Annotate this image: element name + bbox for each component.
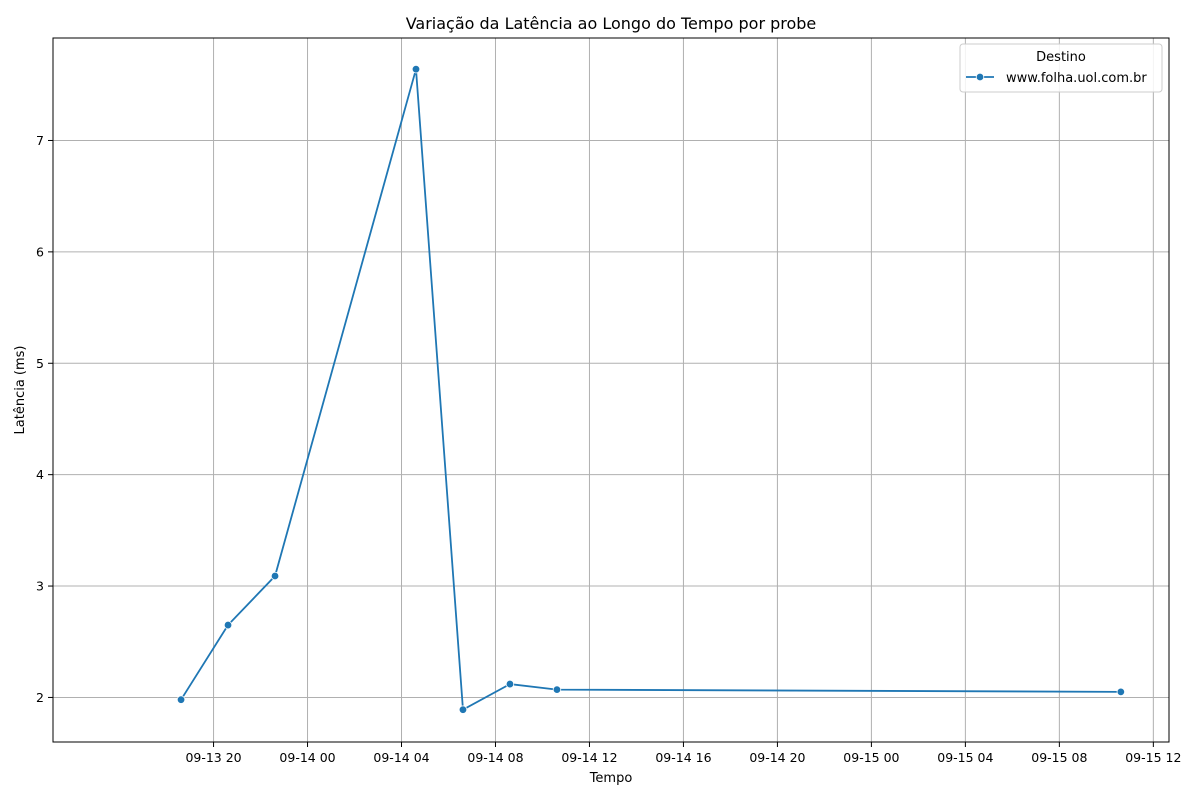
data-point [411, 64, 421, 74]
x-tick-label: 09-14 08 [467, 750, 523, 765]
y-axis-label: Latência (ms) [13, 346, 28, 435]
data-point [505, 679, 515, 689]
chart-title: Variação da Latência ao Longo do Tempo p… [406, 14, 817, 33]
y-tick-label: 6 [36, 244, 44, 259]
x-tick-label: 09-15 00 [843, 750, 899, 765]
x-tick-label: 09-14 20 [749, 750, 805, 765]
axis-ticks: 09-13 20 09-14 00 09-14 04 09-14 08 09-14 12… [36, 133, 1181, 765]
legend-entry-label: www.folha.uol.com.br [1006, 71, 1147, 86]
x-tick-label: 09-14 00 [279, 750, 335, 765]
x-tick-label: 09-14 12 [561, 750, 617, 765]
y-tick-label: 4 [36, 467, 44, 482]
data-point [1116, 687, 1126, 697]
x-tick-label: 09-14 04 [373, 750, 429, 765]
legend-marker-swatch [975, 72, 985, 82]
data-point [552, 685, 562, 694]
data-point [458, 705, 468, 714]
data-point [223, 620, 233, 630]
x-axis-label: Tempo [589, 771, 633, 786]
y-tick-label: 3 [36, 579, 44, 594]
legend-title: Destino [1036, 50, 1086, 65]
y-tick-label: 5 [36, 356, 44, 371]
data-point [176, 695, 186, 704]
x-tick-label: 09-15 12 [1125, 750, 1181, 765]
plot-area-frame [52, 37, 1170, 743]
legend: Destino www.folha.uol.com.br [959, 43, 1163, 93]
x-tick-label: 09-14 16 [655, 750, 711, 765]
legend-box [959, 43, 1163, 93]
x-tick-label: 09-15 08 [1031, 750, 1087, 765]
series-line [180, 68, 1121, 712]
x-tick-label: 09-13 20 [185, 750, 241, 765]
y-tick-label: 7 [36, 133, 44, 148]
data-point [270, 571, 280, 581]
series-layer [176, 64, 1126, 714]
y-tick-label: 2 [36, 690, 44, 705]
grid [53, 38, 1169, 742]
x-tick-label: 09-15 04 [937, 750, 993, 765]
